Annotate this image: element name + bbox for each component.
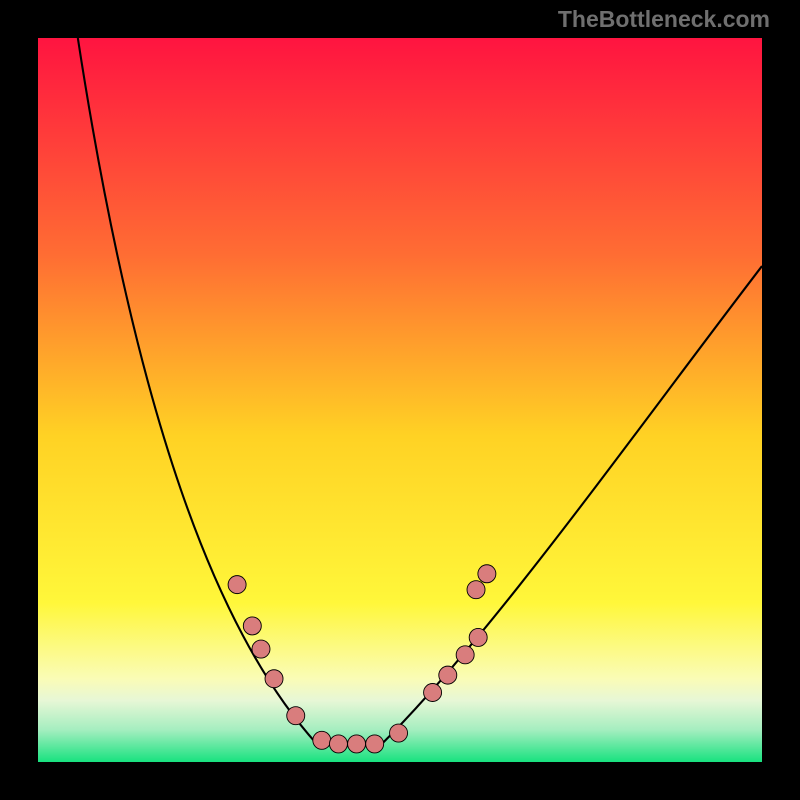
data-marker bbox=[313, 731, 331, 749]
chart-svg bbox=[0, 0, 800, 800]
plot-background bbox=[38, 38, 762, 762]
data-marker bbox=[424, 683, 442, 701]
data-marker bbox=[287, 707, 305, 725]
data-marker bbox=[243, 617, 261, 635]
data-marker bbox=[467, 581, 485, 599]
chart-stage: TheBottleneck.com bbox=[0, 0, 800, 800]
data-marker bbox=[265, 670, 283, 688]
data-marker bbox=[329, 735, 347, 753]
data-marker bbox=[252, 640, 270, 658]
data-marker bbox=[228, 576, 246, 594]
data-marker bbox=[439, 666, 457, 684]
data-marker bbox=[469, 628, 487, 646]
data-marker bbox=[456, 646, 474, 664]
data-marker bbox=[390, 724, 408, 742]
data-marker bbox=[366, 735, 384, 753]
watermark-text: TheBottleneck.com bbox=[558, 6, 770, 33]
data-marker bbox=[478, 565, 496, 583]
data-marker bbox=[348, 735, 366, 753]
